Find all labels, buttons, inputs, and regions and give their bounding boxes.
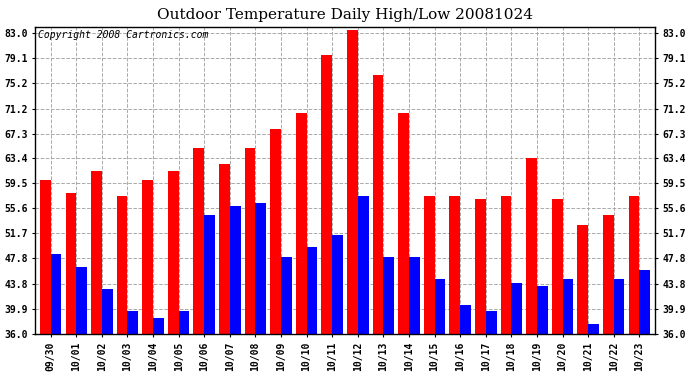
Bar	[91, 171, 102, 334]
Bar	[322, 56, 332, 334]
Bar	[179, 311, 189, 334]
Bar	[435, 279, 445, 334]
Bar	[204, 216, 215, 334]
Bar	[629, 196, 640, 334]
Bar	[449, 196, 460, 334]
Bar	[219, 164, 230, 334]
Bar	[66, 193, 77, 334]
Bar	[460, 305, 471, 334]
Bar	[230, 206, 241, 334]
Bar	[384, 257, 394, 334]
Bar	[640, 270, 650, 334]
Bar	[613, 279, 624, 334]
Text: Outdoor Temperature Daily High/Low 20081024: Outdoor Temperature Daily High/Low 20081…	[157, 8, 533, 21]
Bar	[562, 279, 573, 334]
Bar	[347, 30, 358, 334]
Bar	[306, 248, 317, 334]
Bar	[193, 148, 204, 334]
Bar	[128, 311, 138, 334]
Bar	[245, 148, 255, 334]
Bar	[537, 286, 548, 334]
Bar	[332, 235, 343, 334]
Bar	[578, 225, 588, 334]
Bar	[501, 196, 511, 334]
Bar	[168, 171, 179, 334]
Bar	[255, 202, 266, 334]
Text: Copyright 2008 Cartronics.com: Copyright 2008 Cartronics.com	[39, 30, 209, 40]
Bar	[475, 200, 486, 334]
Bar	[552, 200, 562, 334]
Bar	[270, 129, 281, 334]
Bar	[40, 180, 50, 334]
Bar	[486, 311, 497, 334]
Bar	[603, 216, 613, 334]
Bar	[588, 324, 599, 334]
Bar	[117, 196, 128, 334]
Bar	[77, 267, 87, 334]
Bar	[526, 158, 537, 334]
Bar	[373, 75, 384, 334]
Bar	[102, 289, 112, 334]
Bar	[142, 180, 153, 334]
Bar	[153, 318, 164, 334]
Bar	[281, 257, 292, 334]
Bar	[511, 283, 522, 334]
Bar	[409, 257, 420, 334]
Bar	[296, 113, 306, 334]
Bar	[50, 254, 61, 334]
Bar	[424, 196, 435, 334]
Bar	[358, 196, 368, 334]
Bar	[398, 113, 409, 334]
